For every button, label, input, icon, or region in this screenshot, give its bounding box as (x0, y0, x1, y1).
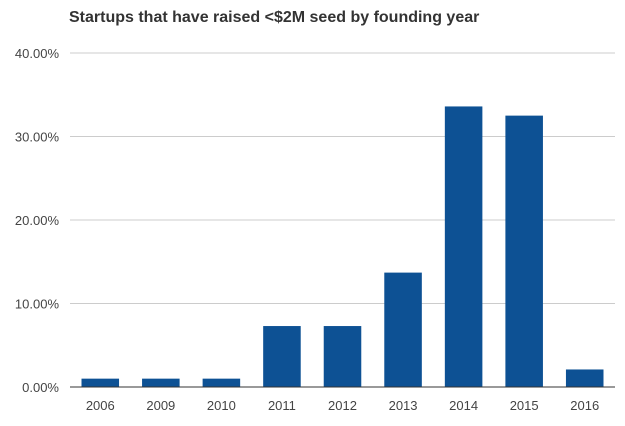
x-tick-label: 2016 (570, 398, 599, 413)
y-tick-label: 40.00% (15, 46, 60, 61)
bar-2015 (505, 115, 543, 387)
x-tick-label: 2013 (389, 398, 418, 413)
y-tick-label: 10.00% (15, 297, 60, 312)
bar-2011 (263, 326, 301, 387)
bar-2013 (384, 272, 422, 387)
y-axis-ticks: 0.00% 10.00% 20.00% 30.00% 40.00% (15, 46, 60, 395)
chart-title: Startups that have raised <$2M seed by f… (69, 9, 480, 26)
bar-2010 (202, 378, 241, 387)
y-tick-label: 30.00% (15, 130, 60, 145)
x-tick-label: 2010 (207, 398, 236, 413)
bar-2014 (444, 106, 483, 387)
x-tick-label: 2009 (146, 398, 175, 413)
bars (81, 106, 604, 387)
x-tick-label: 2006 (86, 398, 115, 413)
bar-2009 (142, 378, 180, 387)
x-axis-ticks: 2006 2009 2010 2011 2012 2013 2014 2015 2016 (86, 398, 599, 413)
bar-2006 (81, 378, 120, 387)
x-tick-label: 2015 (510, 398, 539, 413)
x-tick-label: 2012 (328, 398, 357, 413)
y-tick-label: 20.00% (15, 213, 60, 228)
y-tick-label: 0.00% (22, 380, 59, 395)
bar-2016 (565, 369, 604, 387)
x-tick-label: 2014 (449, 398, 478, 413)
bar-2012 (323, 326, 362, 387)
x-tick-label: 2011 (268, 398, 296, 413)
